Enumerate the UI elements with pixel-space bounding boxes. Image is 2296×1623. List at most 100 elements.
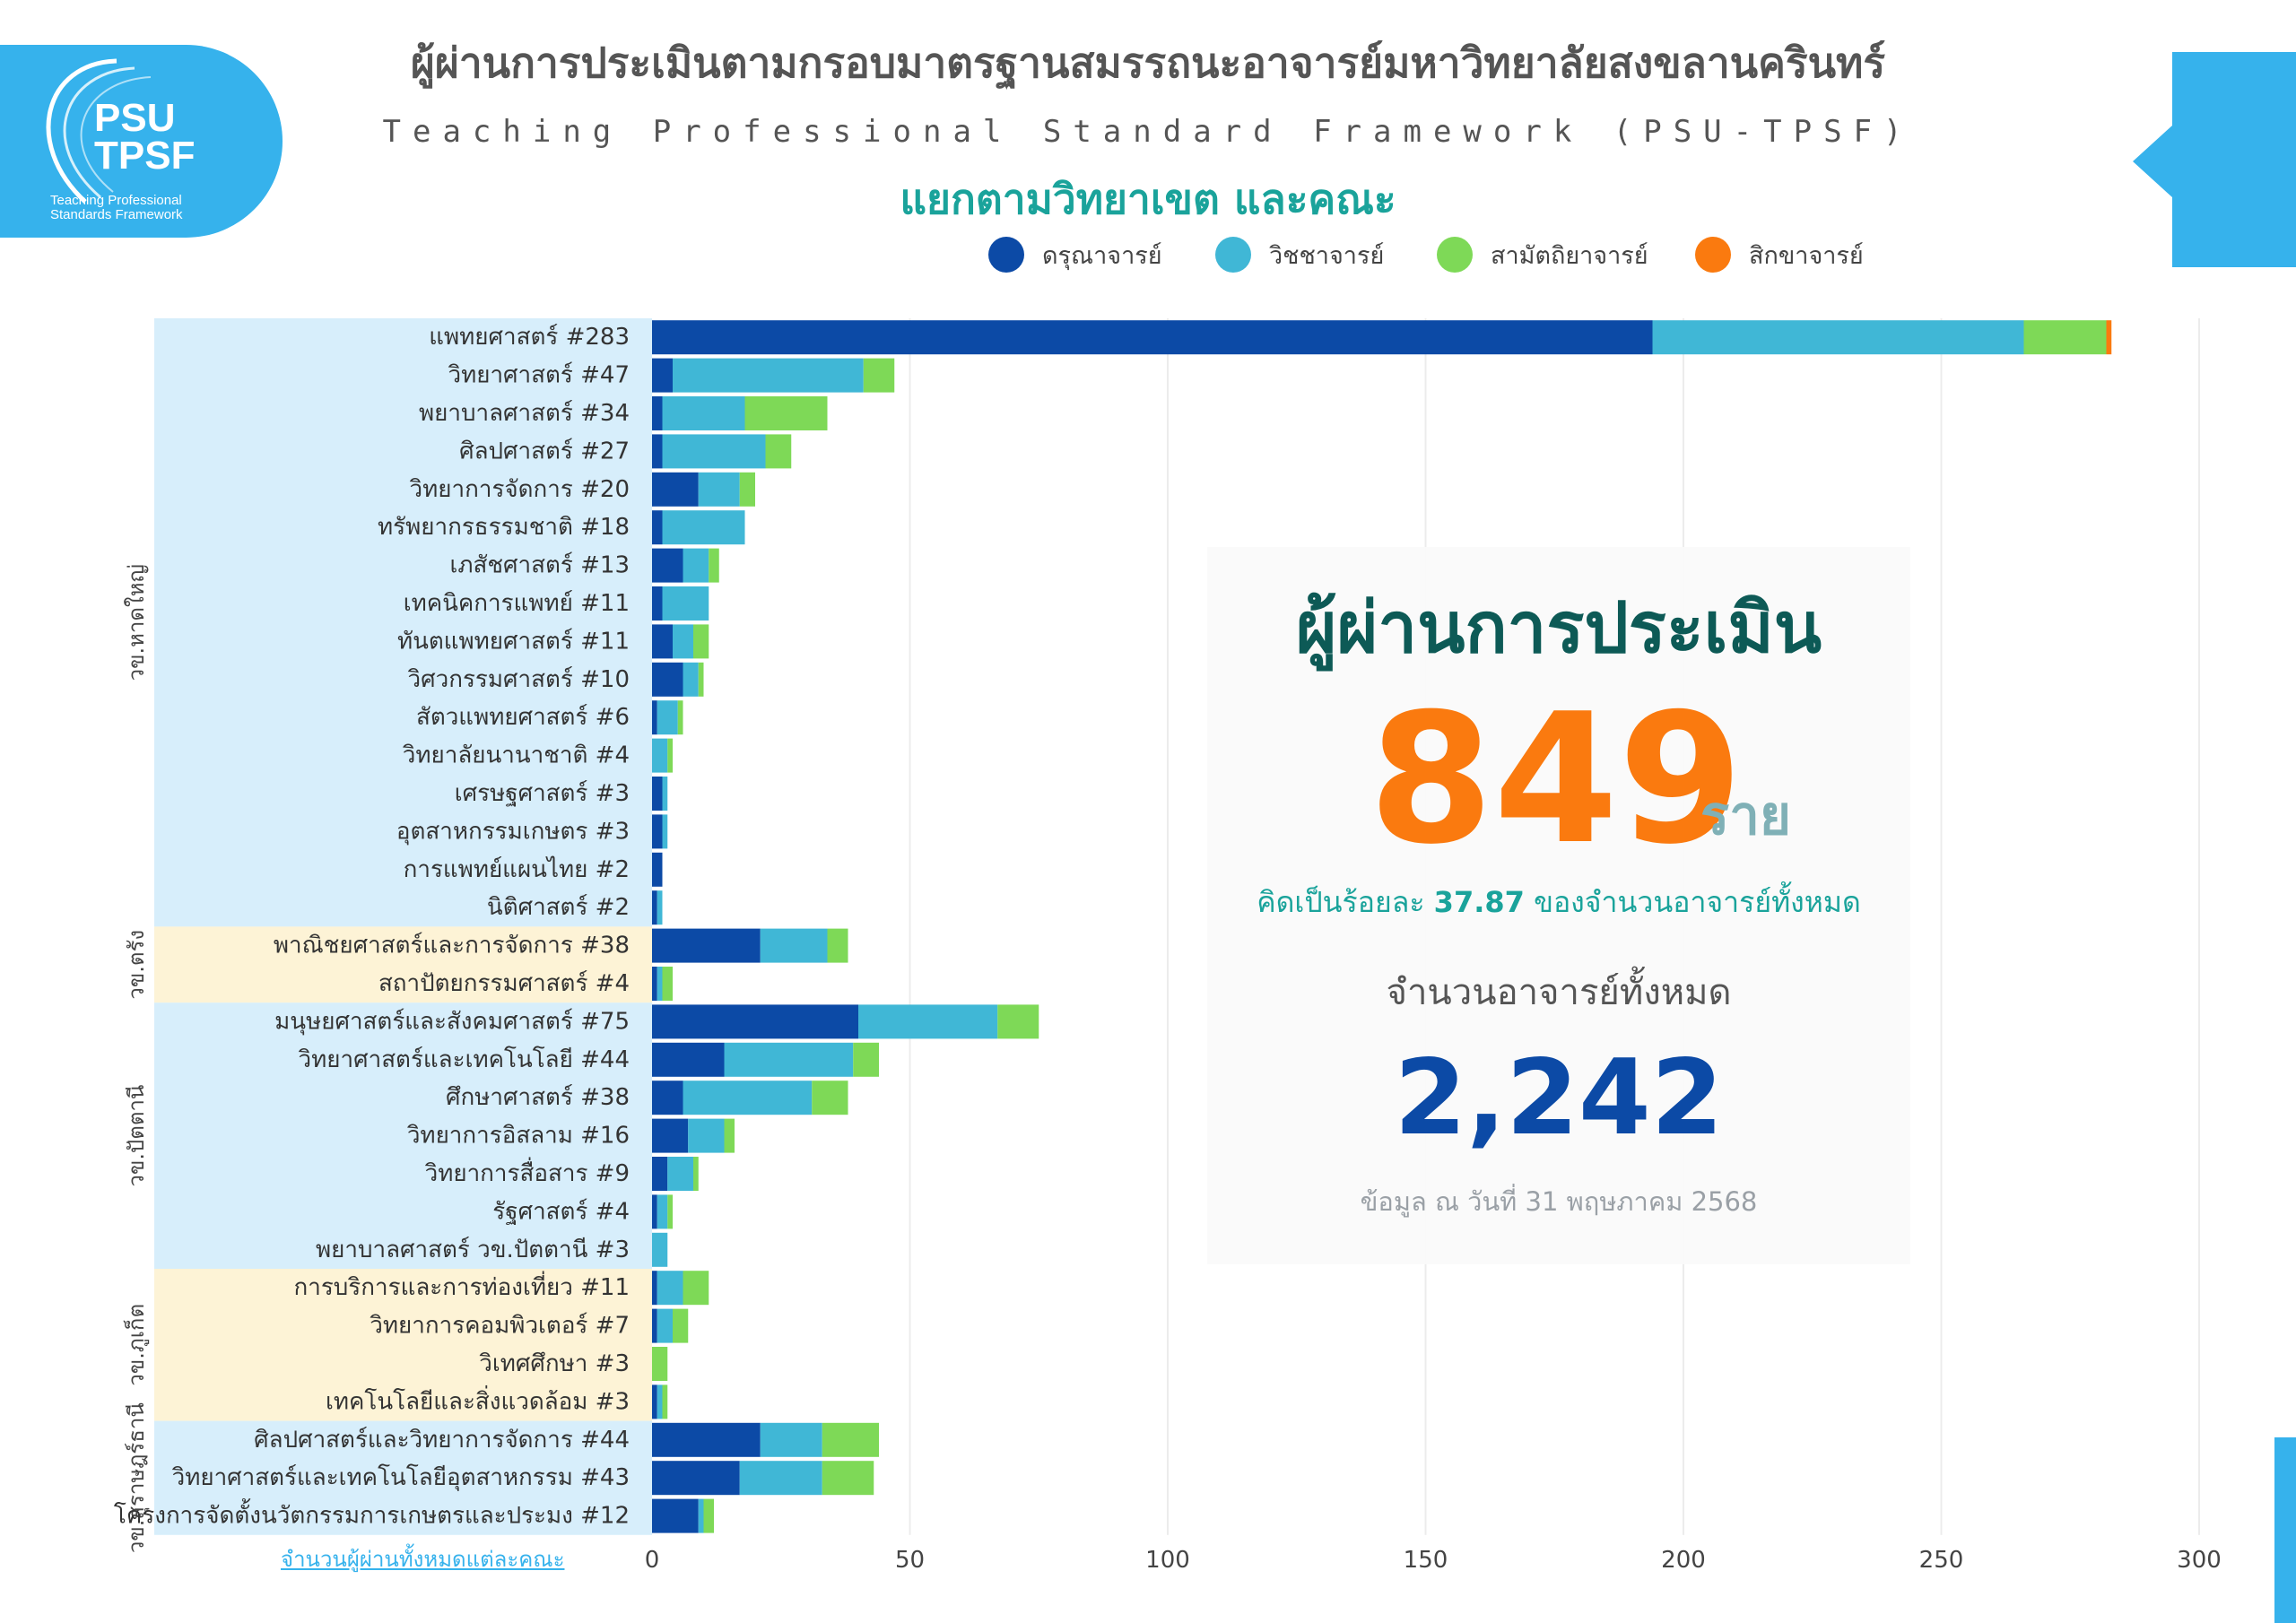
bar-segment: [677, 700, 683, 735]
bar-segment: [698, 1498, 704, 1533]
legend-item-1: ดรุณาจารย์: [988, 235, 1162, 274]
legend-dot-icon: [1437, 237, 1473, 273]
bar-segment: [652, 1042, 725, 1077]
row-label: วิทยาการสื่อสาร #9: [424, 1157, 630, 1187]
bar-segment: [744, 396, 828, 430]
legend-dot-icon: [1215, 237, 1251, 273]
page-title: ผู้ผ่านการประเมินตามกรอบมาตรฐานสมรรถนะอา…: [410, 39, 1886, 87]
bar-segment: [863, 358, 895, 393]
row-label: ศึกษาศาสตร์ #38: [446, 1084, 630, 1111]
bar-segment: [652, 928, 761, 963]
bar-segment: [657, 1384, 663, 1419]
row-label: วิทยาลัยนานาชาติ #4: [402, 742, 630, 769]
x-tick-label: 0: [645, 1547, 660, 1574]
bar-segment: [652, 738, 668, 773]
bar-segment: [683, 1271, 709, 1306]
row-label: สัตวแพทยศาสตร์ #6: [416, 704, 630, 731]
legend-item-2: วิชชาจารย์: [1215, 235, 1384, 274]
row-label: ทรัพยากรธรรมชาติ #18: [378, 514, 630, 541]
row-label: วิทยาศาสตร์ #47: [448, 362, 630, 389]
row-label: วิเทศศึกษา #3: [479, 1350, 630, 1377]
bar-segment: [652, 1498, 699, 1533]
bar-segment: [662, 967, 673, 1001]
legend-dot-icon: [1695, 237, 1731, 273]
bar-segment: [652, 814, 663, 849]
bar-segment: [667, 738, 673, 773]
bar-segment: [709, 548, 719, 583]
row-label: พยาบาลศาสตร์ #34: [419, 400, 630, 427]
group-label: วข.ภูเก็ต: [123, 1304, 150, 1386]
group-band: [154, 1420, 652, 1535]
bar-segment: [657, 1271, 683, 1306]
bar-segment: [652, 586, 663, 621]
bar-segment: [657, 700, 678, 735]
bar-segment: [657, 967, 663, 1001]
bar-segment: [673, 358, 864, 393]
bar-segment: [652, 1347, 668, 1381]
group-label: วข.สุราษฎร์ธานี: [124, 1402, 150, 1553]
bar-segment: [657, 1308, 673, 1343]
decor-right-arrow: [2133, 126, 2172, 197]
row-label: วิทยาการอิสลาม #16: [406, 1123, 630, 1150]
row-label: สถาปัตยกรรมศาสตร์ #4: [378, 970, 630, 997]
bar-segment: [652, 1384, 657, 1419]
bar-segment: [662, 586, 709, 621]
bar-segment: [652, 472, 699, 507]
bar-segment: [652, 358, 673, 393]
logo-swoosh-icon: [46, 58, 152, 204]
row-label: วิทยาศาสตร์และเทคโนโลยี #44: [298, 1046, 630, 1073]
row-label: โครงการจัดตั้งนวัตกรรมการเกษตรและประมง #…: [114, 1498, 630, 1530]
bar-segment: [812, 1081, 848, 1115]
row-label: มนุษยศาสตร์และสังคมศาสตร์ #75: [274, 1008, 630, 1035]
bar-segment: [703, 1498, 714, 1533]
bar-segment: [652, 1081, 683, 1115]
row-label: เทคโนโลยีและสิ่งแวดล้อม #3: [326, 1384, 630, 1415]
row-label: ศิลปศาสตร์และวิทยาการจัดการ #44: [254, 1427, 630, 1454]
summary-heading: ผู้ผ่านการประเมิน: [1295, 588, 1822, 669]
row-label: วิศวกรรมศาสตร์ #10: [407, 666, 630, 693]
bar-segment: [765, 434, 792, 469]
row-label: อุตสาหกรรมเกษตร #3: [396, 818, 630, 845]
bar-segment: [652, 1308, 657, 1343]
bar-segment: [662, 434, 766, 469]
row-label: ทันตแพทยศาสตร์ #11: [397, 628, 630, 655]
bar-segment: [858, 1004, 998, 1039]
bar-segment: [2106, 320, 2112, 355]
chart-subtitle: แยกตามวิทยาเขต และคณะ: [900, 175, 1396, 223]
bar-segment: [652, 777, 663, 811]
bar-segment: [652, 1118, 689, 1153]
bar-segment: [667, 1157, 693, 1191]
total-label: จำนวนอาจารย์ทั้งหมด: [1386, 972, 1732, 1013]
bar-segment: [652, 1461, 740, 1496]
bar-segment: [657, 890, 663, 925]
bar-segment: [673, 1308, 689, 1343]
group-label: วข.ปัตตานี: [124, 1085, 149, 1187]
group-label: วข.หาดใหญ่: [124, 564, 149, 681]
bar-segment: [827, 928, 848, 963]
bar-segment: [652, 1004, 858, 1039]
bar-segment: [652, 1271, 657, 1306]
row-label: การบริการและการท่องเที่ยว #11: [294, 1271, 631, 1301]
logo-text-tpsf: TPSF: [94, 134, 196, 178]
bar-segment: [657, 1194, 668, 1229]
row-label: วิทยาการจัดการ #20: [409, 476, 630, 503]
bar-segment: [662, 510, 745, 545]
bar-segment: [739, 472, 755, 507]
bar-segment: [662, 1384, 668, 1419]
decor-bottom-tab: [2274, 1437, 2296, 1623]
row-label: ศิลปศาสตร์ #27: [459, 438, 630, 464]
bar-segment: [997, 1004, 1039, 1039]
bar-segment: [2023, 320, 2107, 355]
bar-segment: [698, 472, 740, 507]
bar-segment: [652, 1232, 668, 1267]
data-date: ข้อมูล ณ วันที่ 31 พฤษภาคม 2568: [1360, 1186, 1758, 1217]
bar-segment: [667, 1194, 673, 1229]
page-subtitle: Teaching Professional Standard Framework…: [382, 114, 1914, 150]
passed-count: 849: [1369, 675, 1744, 884]
row-label: การแพทย์แผนไทย #2: [404, 855, 630, 883]
logo-caption-2: Standards Framework: [50, 207, 183, 222]
bar-segment: [693, 624, 709, 659]
faculty-totals-link[interactable]: จำนวนผู้ผ่านทั้งหมดแต่ละคณะ: [281, 1547, 565, 1572]
bar-segment: [652, 967, 657, 1001]
bar-segment: [662, 777, 668, 811]
